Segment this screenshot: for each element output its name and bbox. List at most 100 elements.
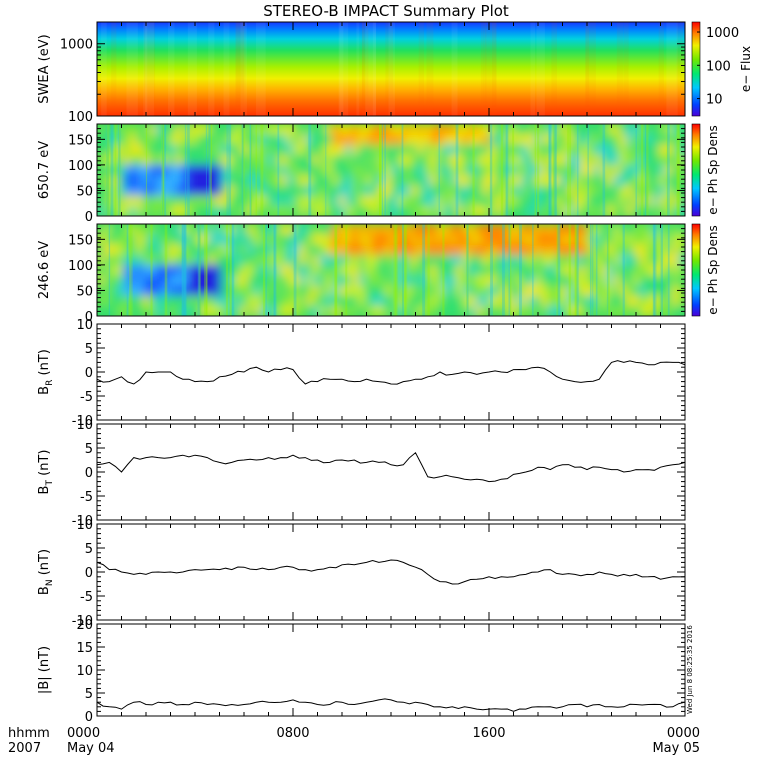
y-tick-label: 100 [68, 159, 93, 174]
pad650-streak [162, 124, 164, 216]
pad246-streak [508, 224, 511, 316]
pad246-streak [653, 224, 657, 316]
pad650-streak [587, 124, 589, 216]
pad650-streak [255, 124, 257, 216]
pad650-streak [164, 124, 167, 216]
pad650-streak [161, 124, 164, 216]
pad246-streak [518, 224, 522, 316]
swea-texture [143, 22, 156, 116]
pad650-streak [577, 124, 579, 216]
pad246-streak [576, 224, 579, 316]
bt-series-line [96, 452, 686, 483]
pad246-streak [108, 224, 111, 316]
pad650-streak [325, 124, 327, 216]
pad650-streak [645, 124, 649, 216]
pad246-streak [509, 224, 512, 316]
pad246-streak [231, 224, 233, 316]
pad650-streak [602, 124, 606, 216]
swea-texture [255, 22, 266, 116]
pad246-streak [427, 224, 430, 316]
swea-texture [236, 22, 246, 116]
swea-colorbar-label: e− Flux [739, 46, 753, 92]
bmag-panel: 0 5 10 15 20 |B| (nT) [37, 618, 686, 725]
swea-texture [623, 22, 629, 116]
br-panel: -10 -5 0 5 10 BR (nT) [37, 318, 686, 429]
y-tick-label: -5 [80, 590, 93, 605]
swea-texture [658, 22, 664, 116]
y-tick-label: -10 [72, 414, 93, 429]
pad246-streak [575, 224, 578, 316]
pad650-streak [645, 124, 648, 216]
pad246-streak [589, 224, 592, 316]
pad650-streak [641, 124, 644, 216]
swea-texture [235, 22, 244, 116]
pad650-streak [676, 124, 679, 216]
pad246-streak [131, 224, 133, 316]
pad650-streak [512, 124, 515, 216]
pad246-streak [502, 224, 505, 316]
x-tick-label: 0800 [276, 726, 309, 741]
pad650-streak [118, 124, 121, 216]
y-tick-label: -5 [80, 390, 93, 405]
bt-panel: -10 -5 0 5 10 BT (nT) [37, 418, 686, 529]
pad246-streak [183, 224, 186, 316]
pad650-streak [567, 124, 570, 216]
pad650-colorbar [691, 123, 701, 217]
pad650-streak [438, 124, 440, 216]
y-tick-label: 20 [76, 618, 93, 633]
y-tick-label: 10 [76, 518, 93, 533]
pad650-streak [472, 124, 475, 216]
y-tick-label: -10 [72, 514, 93, 529]
pad650-streak [106, 124, 110, 216]
pad246-streak [667, 224, 670, 316]
pad650-streak [251, 124, 253, 216]
pad650-streak [187, 124, 190, 216]
y-tick-label: 15 [76, 641, 93, 656]
pad650-streak [455, 124, 459, 216]
bn-series-line [96, 559, 686, 585]
swea-texture [362, 22, 369, 116]
bmag-frame [96, 623, 686, 717]
pad650-streak [145, 124, 148, 216]
x-tick-label: 0000 [67, 726, 100, 741]
pad650-spectrogram [97, 124, 685, 216]
swea-texture [483, 22, 487, 116]
br-series-line [96, 360, 686, 385]
swea-texture [101, 22, 107, 116]
pad246-ylabel: 246.6 eV [37, 241, 52, 299]
x-tick-label: 0000 [667, 726, 700, 741]
y-tick-label: 0 [85, 210, 93, 225]
colorbar-tick-label: 10 [706, 93, 723, 108]
pad246-streak [232, 224, 235, 316]
pad650-streak [489, 124, 493, 216]
pad246-streak [198, 224, 201, 316]
pad246-streak [229, 224, 232, 316]
y-tick-label: -10 [72, 614, 93, 629]
swea-colorbar [691, 21, 701, 117]
swea-texture [168, 22, 175, 116]
pad650-streak [242, 124, 245, 216]
pad650-ylabel: 650.7 eV [37, 141, 52, 199]
pad246-streak [197, 224, 201, 316]
pad246-streak [652, 224, 655, 316]
pad650-streak [184, 124, 187, 216]
pad650-streak [677, 124, 681, 216]
pad246-streak [126, 224, 129, 316]
pad246-streak [556, 224, 559, 316]
pad246-streak [607, 224, 610, 316]
swea-texture [480, 22, 485, 116]
swea-texture [551, 22, 557, 116]
y-tick-label: 1000 [60, 38, 93, 53]
x-axis-label-year: 2007 [8, 741, 41, 756]
swea-texture [451, 22, 458, 116]
swea-texture [365, 22, 377, 116]
pad650-streak [569, 124, 572, 216]
chart-title: STEREO-B IMPACT Summary Plot [263, 2, 509, 20]
timestamp-stamp: Wed Jun 8 08:25:35 2016 [686, 625, 694, 714]
pad246-streak [164, 224, 168, 316]
pad246-streak [204, 224, 208, 316]
swea-texture [426, 22, 434, 116]
pad650-streak [401, 124, 404, 216]
bmag-series-line [96, 698, 686, 712]
